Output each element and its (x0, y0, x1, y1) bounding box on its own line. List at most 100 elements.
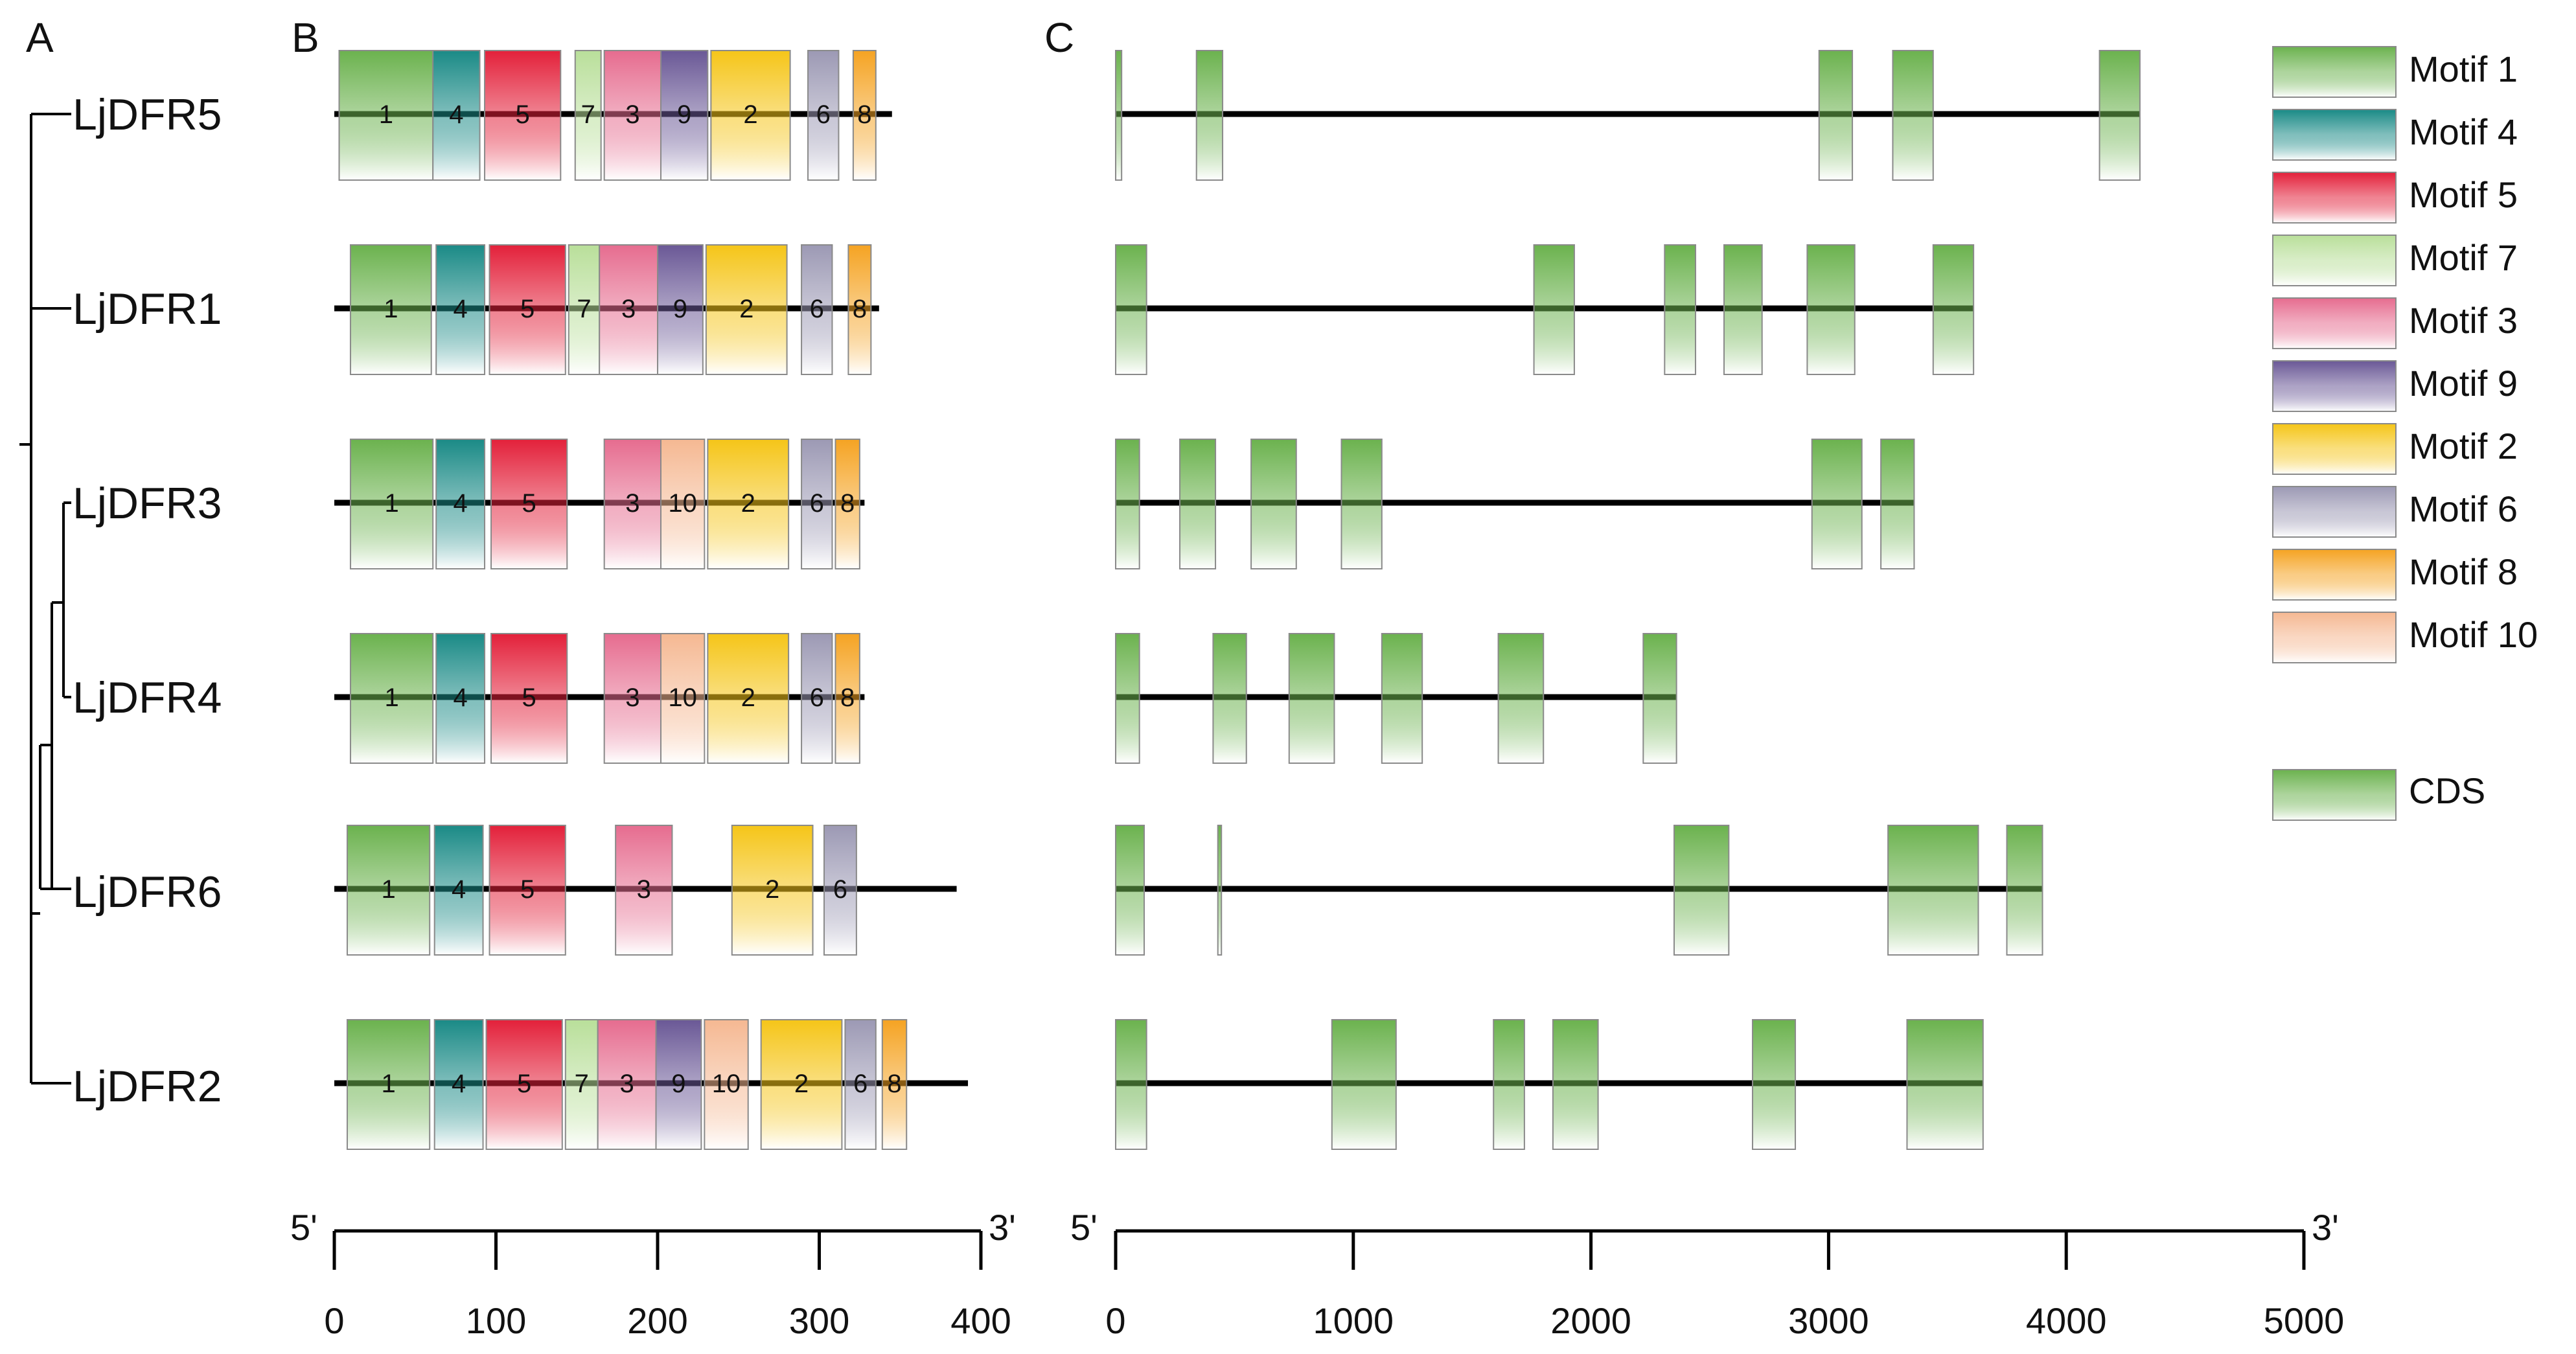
motif-1-box (349, 439, 434, 569)
structure-row-ljdfr3 (1115, 439, 1915, 569)
motif-2-label: 2 (765, 875, 779, 904)
cds-exon-1 (1115, 50, 1123, 181)
motif-6-box (844, 1019, 877, 1150)
gene-label-ljdfr1: LjDFR1 (73, 284, 222, 334)
gene-axis-tick-label-4000: 4000 (2026, 1300, 2107, 1341)
legend-swatch-motif-5 (2272, 172, 2397, 224)
motif-1-box (346, 825, 431, 956)
motif-6-box (807, 50, 840, 181)
motif-5-label: 5 (516, 100, 530, 129)
motif-2-box (707, 633, 790, 764)
legend-label-motif-4: Motif 4 (2409, 111, 2518, 152)
cds-exon-3 (1493, 1019, 1525, 1150)
cds-exon-4 (1887, 825, 1979, 956)
motif-3-label: 3 (625, 100, 639, 129)
motif-4-box (432, 50, 481, 181)
legend-swatch-motif-6 (2272, 486, 2397, 538)
motif-10-box (660, 633, 706, 764)
cds-exon-4 (1892, 50, 1934, 181)
motif-10-box (704, 1019, 749, 1150)
gene-axis-5prime: 5' (1070, 1207, 1098, 1248)
motif-axis-3prime: 3' (989, 1207, 1016, 1248)
motif-row-ljdfr1: 1 4 5 7 3 9 2 6 8 (334, 244, 879, 375)
motif-8-box (834, 633, 860, 764)
motif-scale-axis: 5' 3' 0 100 200 300 400 (290, 1207, 1016, 1341)
legend-label-motif-6: Motif 6 (2409, 488, 2518, 529)
structure-row-ljdfr5 (1115, 50, 2141, 181)
legend-swatch-motif-10 (2272, 612, 2397, 663)
motif-1-label: 1 (381, 875, 395, 904)
gene-label-ljdfr3: LjDFR3 (73, 479, 222, 528)
motif-6-label: 6 (810, 489, 824, 518)
motif-3-box (603, 50, 661, 181)
motif-axis-tick-label-300: 300 (789, 1300, 849, 1341)
motif-1-label: 1 (384, 683, 398, 712)
motif-6-box (801, 244, 833, 375)
motif-5-label: 5 (522, 489, 536, 518)
legend-swatch-motif-3 (2272, 297, 2397, 349)
legend-label-motif-7: Motif 7 (2409, 237, 2518, 278)
cds-exon-2 (1212, 633, 1247, 764)
legend-swatch-motif-4 (2272, 109, 2397, 161)
motif-6-label: 6 (853, 1070, 868, 1098)
cds-exon-4 (1381, 633, 1423, 764)
motif-legend: CDS Motif 1 Motif 4 Motif 5 Motif 7 Motif 3 M… (2272, 46, 2538, 821)
motif-9-label: 9 (677, 100, 691, 129)
motif-9-box (657, 244, 704, 375)
gene-scale-axis: 5' 3' 0 1000 2000 3000 4000 5000 (1070, 1207, 2344, 1341)
motif-1-label: 1 (381, 1070, 395, 1098)
motif-4-box (433, 1019, 484, 1150)
motif-3-label: 3 (619, 1070, 634, 1098)
motif-5-box (490, 439, 568, 569)
motif-3-box (599, 244, 658, 375)
cds-exon-2 (1217, 825, 1223, 956)
motif-3-label: 3 (625, 683, 639, 712)
motif-9-label: 9 (673, 295, 687, 323)
motif-2-box (710, 50, 791, 181)
cds-exon-3 (1818, 50, 1854, 181)
motif-4-label: 4 (452, 875, 466, 904)
motif-7-label: 7 (575, 1070, 589, 1098)
motif-axis-tick-label-200: 200 (627, 1300, 687, 1341)
gene-axis-tick-label-0: 0 (1105, 1300, 1125, 1341)
motif-axis-tick-label-100: 100 (466, 1300, 526, 1341)
motif-4-label: 4 (453, 683, 467, 712)
motif-6-label: 6 (810, 683, 824, 712)
cds-exon-3 (1664, 244, 1696, 375)
motif-4-box (435, 633, 486, 764)
cds-exon-1 (1115, 439, 1140, 569)
motif-3-label: 3 (621, 295, 636, 323)
motif-10-label: 10 (668, 683, 697, 712)
motif-9-box (660, 50, 709, 181)
panel-letter-a: A (26, 14, 54, 61)
motif-10-label: 10 (712, 1070, 741, 1098)
motif-2-label: 2 (739, 295, 753, 323)
cds-exon-4 (1723, 244, 1763, 375)
legend-label-motif-3: Motif 3 (2409, 300, 2518, 341)
motif-1-box (346, 1019, 431, 1150)
motif-1-box (349, 244, 432, 375)
motif-2-label: 2 (794, 1070, 809, 1098)
motif-7-box (564, 1019, 599, 1150)
cds-exon-5 (1806, 244, 1856, 375)
motif-5-box (489, 244, 566, 375)
motif-6-box (801, 633, 833, 764)
motif-8-label: 8 (887, 1070, 901, 1098)
motif-6-label: 6 (833, 875, 847, 904)
motif-7-box (574, 50, 602, 181)
cds-exon-4 (1340, 439, 1383, 569)
cds-exon-3 (1673, 825, 1730, 956)
motif-axis-5prime: 5' (290, 1207, 317, 1248)
structure-row-ljdfr1 (1115, 244, 1975, 375)
panel-letter-b: B (292, 14, 319, 61)
motif-row-ljdfr2: 1 4 5 7 3 9 10 2 6 8 (334, 1019, 969, 1150)
cds-exon-1 (1115, 244, 1147, 375)
motif-6-box (823, 825, 857, 956)
gene-label-ljdfr6: LjDFR6 (73, 867, 222, 917)
motif-5-box (484, 50, 562, 181)
motif-6-box (801, 439, 833, 569)
cds-exon-5 (2099, 50, 2141, 181)
cds-exon-6 (1932, 244, 1975, 375)
legend-label-cds: CDS (2409, 770, 2485, 811)
